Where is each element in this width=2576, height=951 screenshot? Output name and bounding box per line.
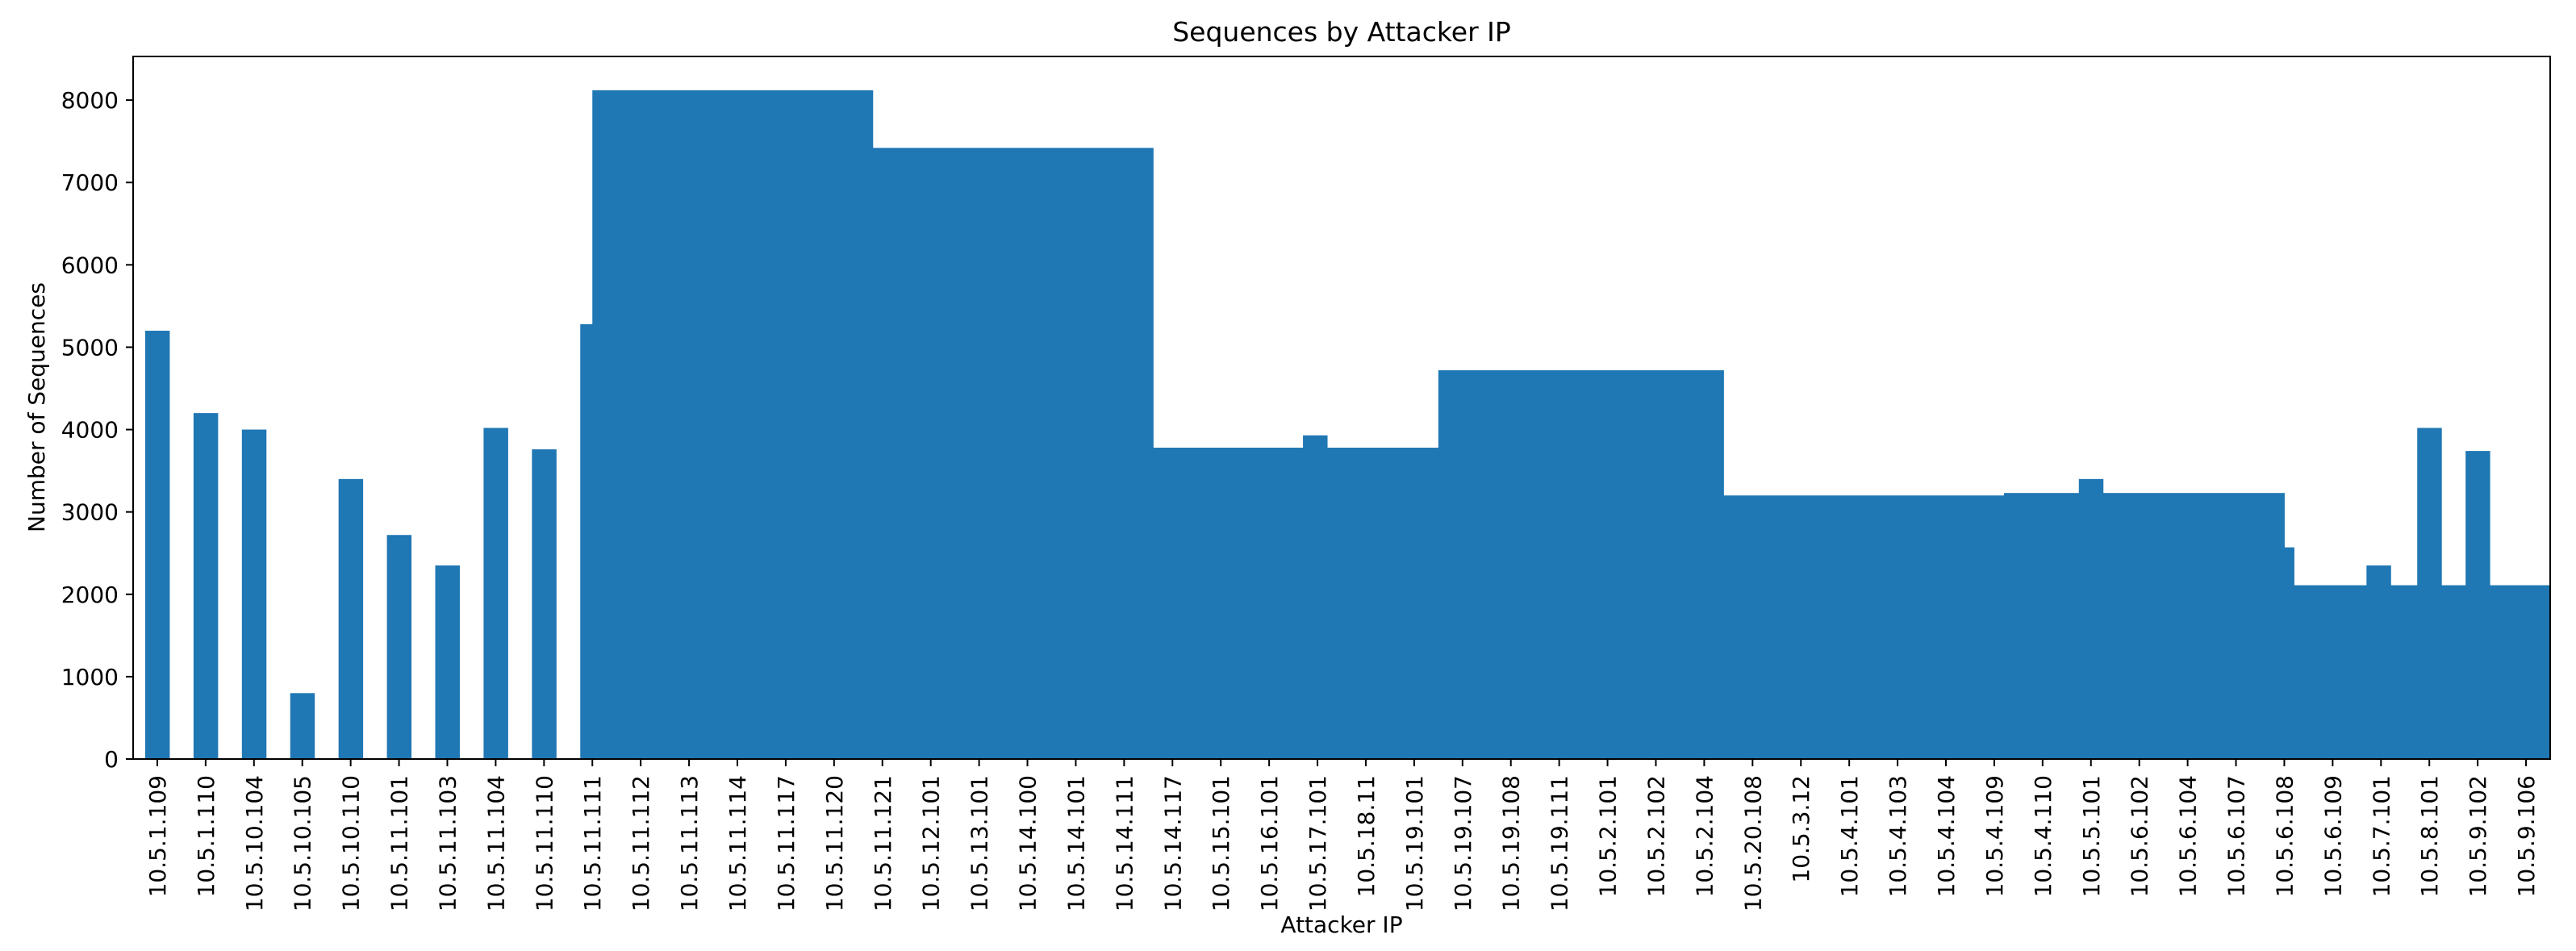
x-tick-label-10: 10.5.11.112: [628, 775, 654, 911]
plot-frame: [132, 56, 2551, 760]
bar-segment-2: [241, 429, 267, 759]
x-tick-label-7: 10.5.11.104: [482, 775, 509, 911]
x-tick-label-44: 10.5.6.108: [2271, 775, 2298, 897]
x-tick-label-26: 10.5.19.101: [1401, 775, 1428, 911]
x-tick-label-48: 10.5.9.102: [2465, 775, 2491, 897]
x-tick-label-42: 10.5.6.104: [2175, 775, 2202, 897]
y-tick-label-2: 2000: [61, 582, 119, 608]
x-tick-label-1: 10.5.1.110: [193, 775, 219, 897]
x-tick-label-35: 10.5.4.101: [1836, 775, 1863, 897]
x-tick-label-15: 10.5.11.121: [870, 775, 896, 911]
x-tick-label-28: 10.5.19.108: [1498, 775, 1525, 911]
x-tick-label-34: 10.5.3.12: [1788, 775, 1814, 883]
y-tick-label-3: 3000: [61, 499, 119, 526]
bar-segment-11: [872, 148, 1154, 760]
x-tick-label-5: 10.5.11.101: [386, 775, 413, 911]
x-tick-label-47: 10.5.8.101: [2416, 775, 2443, 897]
x-tick-label-39: 10.5.4.110: [2030, 775, 2056, 897]
x-tick-label-49: 10.5.9.106: [2513, 775, 2540, 897]
x-tick-label-19: 10.5.14.101: [1063, 775, 1089, 911]
x-tick-label-32: 10.5.2.104: [1691, 775, 1718, 897]
y-tick-label-6: 6000: [61, 252, 119, 278]
bars-group: [144, 90, 2551, 760]
x-tick-label-13: 10.5.11.117: [773, 775, 800, 911]
x-tick-label-23: 10.5.16.101: [1256, 775, 1283, 911]
x-tick-label-12: 10.5.11.114: [724, 775, 751, 911]
x-tick-label-22: 10.5.15.101: [1208, 775, 1234, 911]
bar-segment-3: [290, 693, 315, 759]
bar-segment-10: [592, 90, 874, 760]
x-tick-label-36: 10.5.4.103: [1885, 775, 1911, 897]
x-tick-label-8: 10.5.11.110: [531, 775, 557, 911]
y-tick-label-0: 0: [104, 746, 119, 773]
x-tick-label-38: 10.5.4.109: [1981, 775, 2008, 897]
x-tick-label-25: 10.5.18.11: [1353, 775, 1380, 897]
x-tick-label-6: 10.5.11.103: [434, 775, 461, 911]
bar-segment-8: [532, 449, 557, 759]
bar-segment-0: [144, 331, 170, 759]
x-tick-label-33: 10.5.20.108: [1739, 775, 1766, 911]
bar-segment-17: [2003, 493, 2080, 759]
x-tick-label-14: 10.5.11.120: [821, 775, 848, 911]
bar-segment-19: [2102, 493, 2285, 759]
x-tick-label-40: 10.5.5.101: [2078, 775, 2105, 897]
x-tick-label-43: 10.5.6.107: [2223, 775, 2250, 897]
x-tick-label-17: 10.5.13.101: [967, 775, 993, 911]
chart-title: Sequences by Attacker IP: [1172, 16, 1511, 48]
bar-segment-6: [435, 565, 460, 759]
bar-segment-5: [386, 535, 412, 759]
x-tick-label-0: 10.5.1.109: [144, 775, 171, 897]
x-tick-label-24: 10.5.17.101: [1305, 775, 1331, 911]
y-tick-label-4: 4000: [61, 417, 119, 444]
bar-segment-24: [2417, 428, 2442, 759]
x-tick-label-4: 10.5.10.110: [338, 775, 365, 911]
bar-segment-16: [1723, 495, 2005, 759]
x-tick-label-18: 10.5.14.100: [1015, 775, 1042, 911]
y-tick-label-5: 5000: [61, 334, 119, 361]
bar-segment-26: [2465, 451, 2490, 759]
bar-segment-4: [338, 478, 364, 759]
bar-segment-22: [2366, 565, 2391, 759]
x-axis-label: Attacker IP: [1280, 911, 1402, 938]
y-ticks-group: 0 1000 2000 3000 4000 5000 6000 7000 8000: [61, 87, 133, 773]
x-tick-label-46: 10.5.7.101: [2368, 775, 2394, 897]
bar-segment-9: [580, 323, 593, 759]
x-tick-label-21: 10.5.14.117: [1159, 775, 1186, 911]
x-tick-label-20: 10.5.14.111: [1111, 775, 1138, 911]
y-tick-label-7: 7000: [61, 169, 119, 196]
bar-segment-25: [2441, 585, 2466, 759]
x-tick-label-45: 10.5.6.109: [2319, 775, 2346, 897]
x-tick-label-41: 10.5.6.102: [2127, 775, 2153, 897]
y-tick-label-1: 1000: [61, 664, 119, 690]
bar-segment-27: [2490, 585, 2551, 759]
x-tick-label-31: 10.5.2.102: [1643, 775, 1669, 897]
bar-segment-7: [483, 428, 508, 759]
bar-segment-13: [1303, 435, 1328, 759]
bar-segment-23: [2390, 585, 2418, 759]
x-ticks-group: 10.5.1.109 10.5.1.110 10.5.10.104 10.5.10.1…: [144, 759, 2540, 911]
x-tick-label-16: 10.5.12.101: [918, 775, 945, 911]
y-tick-label-8: 8000: [61, 87, 119, 114]
x-tick-label-37: 10.5.4.104: [1933, 775, 1960, 897]
x-tick-label-3: 10.5.10.105: [290, 775, 316, 911]
x-tick-label-2: 10.5.10.104: [241, 775, 268, 911]
y-axis-label: Number of Sequences: [23, 282, 50, 532]
bar-segment-20: [2284, 547, 2294, 759]
x-tick-label-30: 10.5.2.101: [1595, 775, 1622, 897]
x-tick-label-29: 10.5.19.111: [1547, 775, 1573, 911]
bar-segment-14: [1327, 448, 1439, 759]
x-tick-label-27: 10.5.19.107: [1450, 775, 1476, 911]
bar-segment-15: [1438, 370, 1724, 759]
bar-segment-21: [2294, 585, 2367, 759]
bar-segment-18: [2078, 478, 2104, 759]
bar-segment-12: [1153, 448, 1304, 759]
x-tick-label-11: 10.5.11.113: [676, 775, 703, 911]
bar-segment-1: [193, 413, 219, 759]
x-tick-label-9: 10.5.11.111: [579, 775, 606, 911]
